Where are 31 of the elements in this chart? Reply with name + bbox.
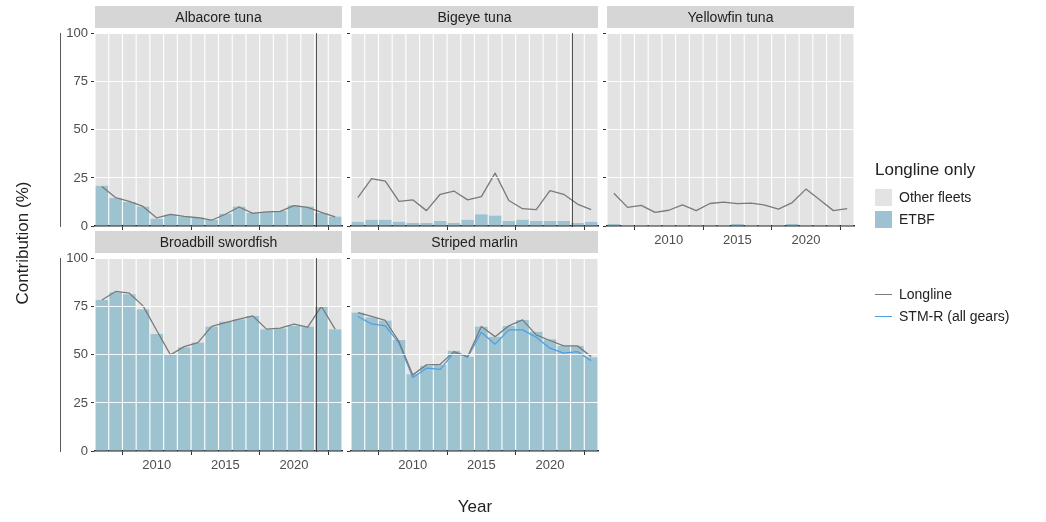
x-tick-label: 2015 <box>466 457 496 473</box>
y-axis-title: Contribution (%) <box>13 180 33 307</box>
y-tick-label: 25 <box>73 394 88 410</box>
x-tick-label: 2015 <box>722 232 752 248</box>
y-tick-label: 50 <box>73 346 88 362</box>
x-tick-label: 2010 <box>398 457 428 473</box>
y-tick-label: 25 <box>73 169 88 185</box>
y-tick-label: 0 <box>80 217 88 233</box>
chart-title: Broadbill swordfish <box>95 231 342 253</box>
chart-title: Albacore tuna <box>95 6 342 28</box>
x-tick-label: 2010 <box>654 232 684 248</box>
chart-title: Striped marlin <box>351 231 598 253</box>
legend-label: Longline <box>899 286 952 302</box>
y-tick-label: 0 <box>80 442 88 458</box>
legend-label: ETBF <box>899 211 935 227</box>
y-tick-label: 100 <box>66 250 88 266</box>
legend-label: STM-R (all gears) <box>899 308 1010 324</box>
chart-title: Bigeye tuna <box>351 6 598 28</box>
x-axis-title: Year <box>456 497 494 517</box>
chart-title: Yellowfin tuna <box>607 6 854 28</box>
y-tick-label: 75 <box>73 298 88 314</box>
x-tick-label: 2015 <box>210 457 240 473</box>
y-tick-label: 75 <box>73 73 88 89</box>
x-tick-label: 2020 <box>279 457 309 473</box>
y-tick-label: 50 <box>73 121 88 137</box>
x-tick-label: 2020 <box>791 232 821 248</box>
y-tick-label: 100 <box>66 25 88 41</box>
legend-label: Other fleets <box>899 189 972 205</box>
legend-title: Longline only <box>875 160 977 180</box>
x-tick-label: 2010 <box>142 457 172 473</box>
x-tick-label: 2020 <box>535 457 565 473</box>
